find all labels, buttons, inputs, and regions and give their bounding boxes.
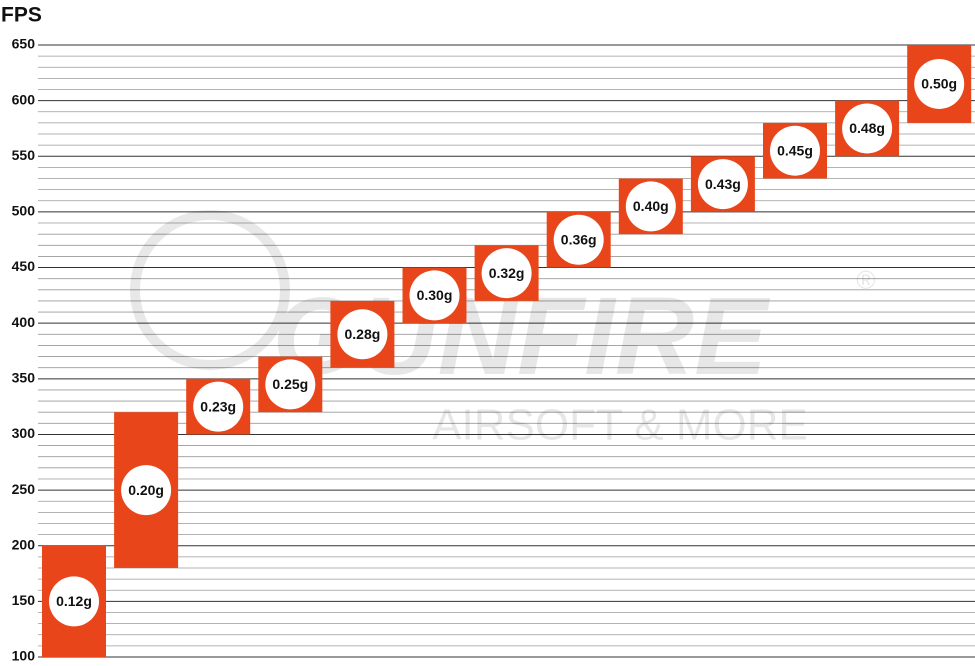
bar-label: 0.20g <box>128 482 164 498</box>
y-tick-label: 500 <box>12 203 36 219</box>
label-badge <box>914 58 965 109</box>
bar-label: 0.12g <box>56 593 92 609</box>
bar-label: 0.28g <box>344 326 380 342</box>
chart-title: FPS <box>1 4 42 27</box>
label-badge <box>842 103 893 154</box>
bar-label: 0.45g <box>777 142 813 158</box>
bar-label: 0.43g <box>705 176 741 192</box>
bar-label: 0.40g <box>633 198 669 214</box>
watermark-registered: ® <box>856 265 875 295</box>
label-badge <box>770 125 820 176</box>
label-badge <box>337 309 388 360</box>
label-badge <box>121 465 172 516</box>
bar-label: 0.30g <box>417 287 453 303</box>
label-badge <box>49 576 99 627</box>
label-badge <box>697 159 748 210</box>
y-tick-label: 400 <box>12 314 36 330</box>
y-tick-label: 350 <box>12 370 36 386</box>
label-badge <box>265 359 316 410</box>
bar-label: 0.25g <box>272 376 308 392</box>
label-badge <box>553 214 604 265</box>
bar-label: 0.50g <box>921 76 957 92</box>
label-badge <box>193 381 244 432</box>
bar-label: 0.32g <box>489 265 525 281</box>
label-badge <box>409 270 460 321</box>
y-tick-label: 600 <box>12 91 36 107</box>
y-tick-label: 650 <box>12 36 36 52</box>
label-badge <box>625 181 676 232</box>
y-tick-label: 100 <box>12 648 36 664</box>
bar-label: 0.23g <box>200 398 236 414</box>
y-tick-label: 450 <box>12 258 36 274</box>
watermark: GUNFIRE AIRSOFT & MORE ® <box>130 210 876 450</box>
bar-label: 0.48g <box>849 120 885 136</box>
bar-label: 0.36g <box>561 231 597 247</box>
watermark-tagline: AIRSOFT & MORE <box>432 401 808 450</box>
y-tick-label: 200 <box>12 536 36 552</box>
label-badge <box>481 248 532 299</box>
y-tick-label: 300 <box>12 425 36 441</box>
y-tick-label: 150 <box>12 592 36 608</box>
watermark-logo <box>130 210 290 370</box>
y-tick-label: 550 <box>12 147 36 163</box>
y-tick-label: 250 <box>12 481 36 497</box>
